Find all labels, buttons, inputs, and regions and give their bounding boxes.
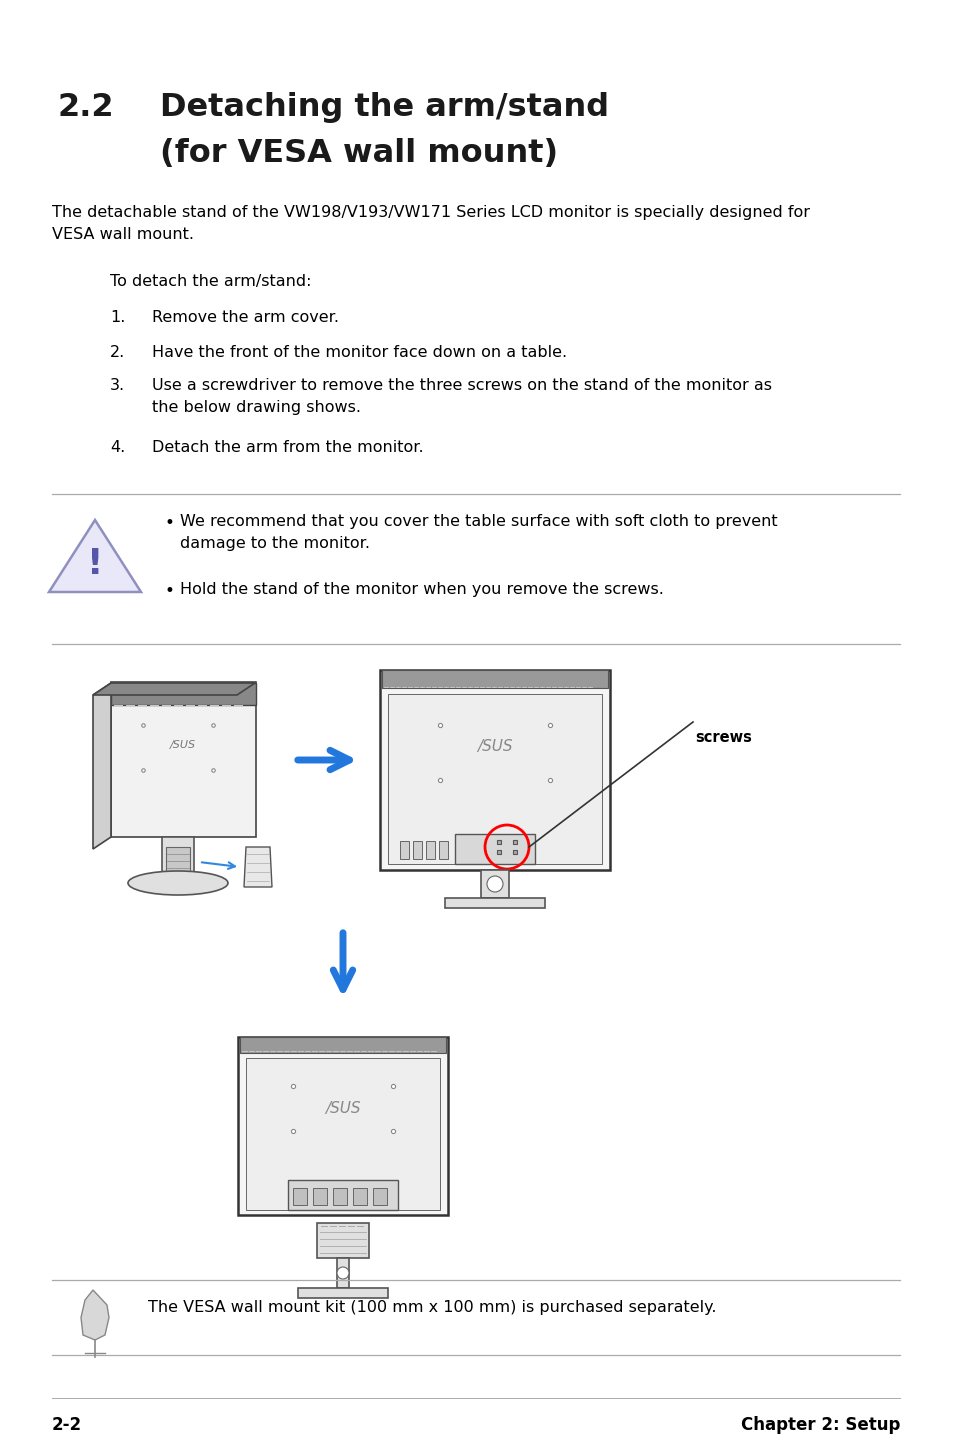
Text: 2-2: 2-2 (52, 1416, 82, 1434)
Text: Have the front of the monitor face down on a table.: Have the front of the monitor face down … (152, 345, 566, 360)
FancyBboxPatch shape (480, 870, 509, 897)
FancyBboxPatch shape (373, 1188, 387, 1205)
FancyBboxPatch shape (111, 682, 255, 837)
FancyBboxPatch shape (293, 1188, 307, 1205)
FancyBboxPatch shape (288, 1181, 397, 1209)
Text: Use a screwdriver to remove the three screws on the stand of the monitor as
the : Use a screwdriver to remove the three sc… (152, 378, 771, 416)
FancyBboxPatch shape (162, 837, 193, 877)
Text: Chapter 2: Setup: Chapter 2: Setup (740, 1416, 899, 1434)
FancyBboxPatch shape (240, 1037, 446, 1053)
FancyBboxPatch shape (399, 841, 409, 858)
FancyBboxPatch shape (316, 1222, 369, 1258)
Text: /SUS: /SUS (325, 1100, 360, 1116)
Ellipse shape (128, 871, 228, 894)
Polygon shape (81, 1290, 109, 1340)
FancyBboxPatch shape (444, 897, 544, 907)
Text: Remove the arm cover.: Remove the arm cover. (152, 311, 338, 325)
FancyBboxPatch shape (388, 695, 601, 864)
Text: •: • (165, 582, 174, 600)
Polygon shape (92, 683, 111, 848)
Text: screws: screws (695, 731, 751, 745)
FancyBboxPatch shape (166, 847, 190, 871)
FancyBboxPatch shape (297, 1288, 388, 1299)
FancyBboxPatch shape (111, 683, 255, 705)
Text: 1.: 1. (110, 311, 125, 325)
Text: •: • (165, 513, 174, 532)
FancyBboxPatch shape (426, 841, 435, 858)
Polygon shape (92, 683, 254, 695)
FancyBboxPatch shape (353, 1188, 367, 1205)
Polygon shape (244, 847, 272, 887)
Text: /SUS: /SUS (476, 739, 512, 754)
Text: The detachable stand of the VW198/V193/VW171 Series LCD monitor is specially des: The detachable stand of the VW198/V193/V… (52, 206, 809, 242)
FancyBboxPatch shape (413, 841, 421, 858)
Text: 4.: 4. (110, 440, 125, 454)
FancyBboxPatch shape (381, 670, 607, 687)
FancyBboxPatch shape (438, 841, 448, 858)
FancyBboxPatch shape (455, 834, 535, 864)
Text: 2.2: 2.2 (58, 92, 114, 124)
FancyBboxPatch shape (313, 1188, 327, 1205)
Text: We recommend that you cover the table surface with soft cloth to prevent
damage : We recommend that you cover the table su… (180, 513, 777, 551)
Text: The VESA wall mount kit (100 mm x 100 mm) is purchased separately.: The VESA wall mount kit (100 mm x 100 mm… (148, 1300, 716, 1314)
FancyBboxPatch shape (246, 1058, 439, 1209)
Circle shape (336, 1267, 349, 1278)
FancyBboxPatch shape (237, 1037, 448, 1215)
Text: 3.: 3. (110, 378, 125, 393)
Text: 2.: 2. (110, 345, 125, 360)
FancyBboxPatch shape (333, 1188, 347, 1205)
Text: (for VESA wall mount): (for VESA wall mount) (160, 138, 558, 170)
Text: Detaching the arm/stand: Detaching the arm/stand (160, 92, 608, 124)
Text: To detach the arm/stand:: To detach the arm/stand: (110, 275, 312, 289)
Text: !: ! (87, 546, 103, 581)
Text: /SUS: /SUS (170, 741, 196, 751)
Text: Detach the arm from the monitor.: Detach the arm from the monitor. (152, 440, 423, 454)
Text: Hold the stand of the monitor when you remove the screws.: Hold the stand of the monitor when you r… (180, 582, 663, 597)
Circle shape (486, 876, 502, 892)
Polygon shape (49, 521, 141, 592)
FancyBboxPatch shape (379, 670, 609, 870)
FancyBboxPatch shape (336, 1258, 349, 1288)
